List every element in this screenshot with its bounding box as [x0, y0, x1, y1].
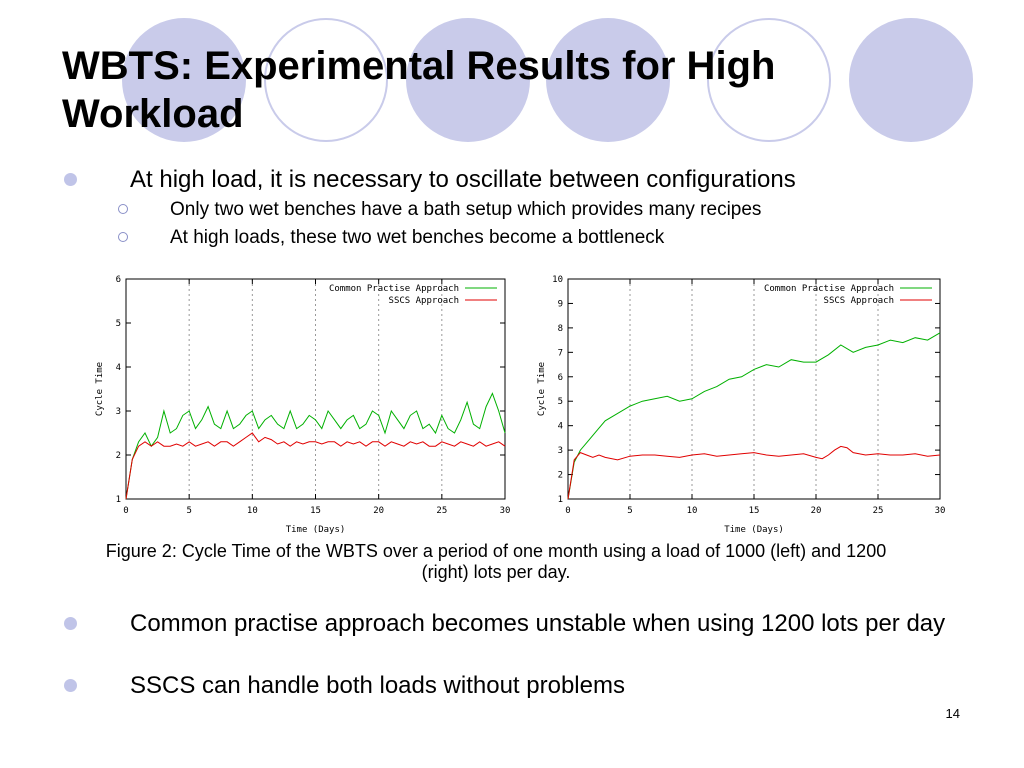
legend-label: SSCS Approach: [824, 296, 894, 306]
decorative-circles: [122, 18, 973, 142]
bullet-icon: [64, 617, 77, 630]
decor-circle-filled: [546, 18, 670, 142]
y-tick-label: 1: [558, 495, 563, 505]
series-line-sscs: [567, 445, 941, 500]
x-tick-label: 10: [247, 506, 258, 516]
cycle-time-chart-1200: 0 5 10 15 20 25 30 1 2 3 4 5 6 7 8 9 10 Time (Days) Cycle …: [537, 275, 946, 535]
x-tick-label: 30: [935, 506, 946, 516]
figure-caption: Figure 2: Cycle Time of the WBTS over a …: [105, 541, 887, 582]
x-tick-label: 0: [123, 506, 128, 516]
bullet-text: SSCS can handle both loads without probl…: [130, 672, 625, 699]
series-line-sscs: [125, 432, 506, 500]
y-tick-label: 8: [558, 324, 563, 334]
chart-left: 0 5 10 15 20 25 30 1 2 3 4 5 6 Time (Days) Cycle Time C…: [88, 268, 518, 543]
chart-right: 0 5 10 15 20 25 30 1 2 3 4 5 6 7 8 9 10 Time (Days) Cycle …: [524, 268, 954, 543]
y-tick-label: 3: [116, 407, 121, 417]
bullet-icon: [64, 173, 77, 186]
y-tick-label: 4: [558, 422, 563, 432]
decor-circle-filled: [122, 18, 246, 142]
bullet-text: At high load, it is necessary to oscilla…: [130, 166, 796, 193]
series-line-common-practise: [125, 392, 506, 500]
y-tick-label: 7: [558, 348, 563, 358]
x-tick-label: 30: [500, 506, 511, 516]
y-tick-label: 6: [116, 275, 121, 285]
y-tick-label: 5: [558, 397, 563, 407]
x-tick-label: 10: [687, 506, 698, 516]
cycle-time-chart-1000: 0 5 10 15 20 25 30 1 2 3 4 5 6 Time (Days) Cycle Time C…: [95, 275, 511, 535]
x-axis-label: Time (Days): [286, 525, 346, 535]
y-tick-label: 2: [558, 471, 563, 481]
y-tick-label: 9: [558, 299, 563, 309]
y-tick-label: 1: [116, 495, 121, 505]
decor-circle-filled: [406, 18, 530, 142]
slide-title: WBTS: Experimental Results for High Work…: [62, 44, 776, 136]
x-tick-label: 20: [811, 506, 822, 516]
y-tick-label: 3: [558, 446, 563, 456]
decor-circle-filled: [849, 18, 973, 142]
y-tick-label: 6: [558, 373, 563, 383]
x-axis-label: Time (Days): [724, 525, 784, 535]
sub-bullet-text: Only two wet benches have a bath setup w…: [170, 199, 762, 220]
bullet-item: At high load, it is necessary to oscilla…: [64, 166, 796, 193]
decor-circle-outline: [264, 18, 388, 142]
bullet-item: Common practise approach becomes unstabl…: [64, 610, 960, 637]
decor-circle-outline: [707, 18, 831, 142]
x-tick-label: 5: [627, 506, 632, 516]
hollow-bullet-icon: [118, 204, 128, 214]
x-tick-label: 0: [565, 506, 570, 516]
y-axis-label: Cycle Time: [95, 362, 105, 416]
x-tick-label: 15: [749, 506, 760, 516]
sub-bullet-item: Only two wet benches have a bath setup w…: [118, 199, 762, 221]
legend-label: Common Practise Approach: [329, 284, 459, 294]
sub-bullet-text: At high loads, these two wet benches bec…: [170, 227, 665, 248]
bullet-icon: [64, 679, 77, 692]
legend-label: Common Practise Approach: [764, 284, 894, 294]
series-line-common-practise: [567, 332, 941, 500]
x-tick-label: 25: [436, 506, 447, 516]
legend-label: SSCS Approach: [389, 296, 459, 306]
hollow-bullet-icon: [118, 232, 128, 242]
x-tick-label: 20: [373, 506, 384, 516]
y-tick-label: 4: [116, 363, 121, 373]
x-tick-label: 5: [186, 506, 191, 516]
y-tick-label: 10: [552, 275, 563, 285]
y-axis-label: Cycle Time: [537, 362, 547, 416]
y-tick-label: 5: [116, 319, 121, 329]
bullet-item: SSCS can handle both loads without probl…: [64, 672, 625, 699]
sub-bullet-item: At high loads, these two wet benches bec…: [118, 227, 665, 249]
x-tick-label: 15: [310, 506, 321, 516]
y-tick-label: 2: [116, 451, 121, 461]
page-number: 14: [945, 706, 960, 721]
x-tick-label: 25: [873, 506, 884, 516]
bullet-text: Common practise approach becomes unstabl…: [130, 610, 946, 637]
